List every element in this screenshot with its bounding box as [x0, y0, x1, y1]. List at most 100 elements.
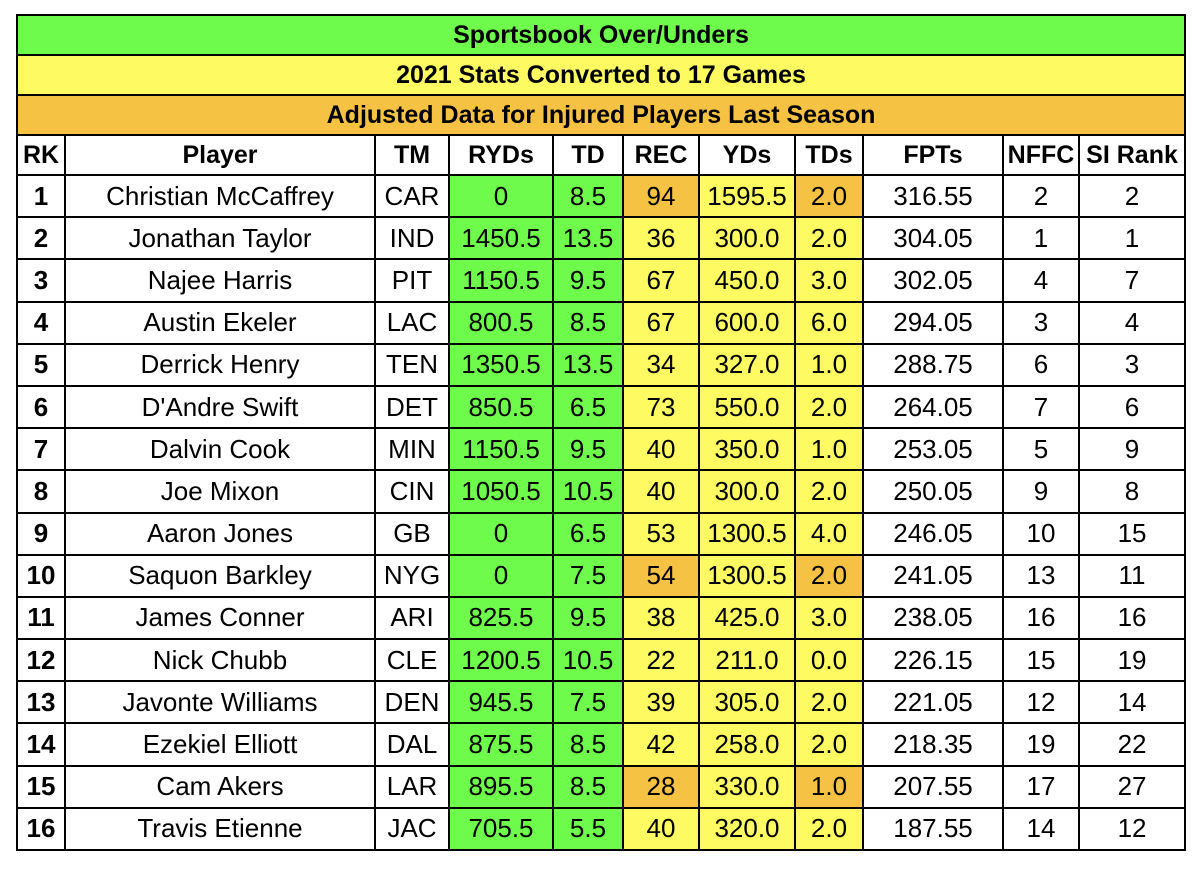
cell-rk: 10 — [16, 553, 66, 598]
cell-rk: 2 — [16, 216, 66, 261]
cell-fpts: 207.55 — [862, 764, 1004, 809]
cell-receptions: 67 — [622, 300, 700, 345]
cell-rk: 5 — [16, 342, 66, 387]
cell-si-rank: 4 — [1077, 300, 1187, 345]
cell-rush-yds: 850.5 — [448, 384, 554, 430]
table-row: 9 Aaron Jones GB 0 6.5 53 1300.5 4.0 246.05 10 15 — [16, 511, 1187, 556]
cell-rk: 15 — [16, 764, 66, 809]
cell-rush-yds: 945.5 — [448, 680, 554, 725]
col-header-rec: REC — [622, 134, 700, 176]
cell-rec-tds: 2.0 — [794, 680, 864, 725]
cell-rec-tds: 1.0 — [794, 427, 864, 472]
cell-team: GB — [374, 511, 450, 556]
cell-player: Ezekiel Elliott — [64, 722, 376, 767]
cell-team: LAC — [374, 300, 450, 345]
cell-rush-td: 9.5 — [552, 427, 624, 472]
cell-fpts: 264.05 — [862, 384, 1004, 430]
sheet-title: Sportsbook Over/Unders — [15, 14, 1187, 56]
table-row: 15 Cam Akers LAR 895.5 8.5 28 330.0 1.0 207.55 17… — [16, 764, 1187, 809]
table-row: 3 Najee Harris PIT 1150.5 9.5 67 450.0 3.0 302.0… — [16, 258, 1187, 303]
cell-team: DAL — [374, 722, 450, 767]
cell-rec-yds: 330.0 — [698, 764, 796, 809]
cell-team: CIN — [374, 469, 450, 514]
cell-team: ARI — [374, 595, 450, 641]
cell-rush-td: 6.5 — [552, 384, 624, 430]
cell-receptions: 54 — [622, 553, 700, 598]
cell-team: DET — [374, 384, 450, 430]
cell-nffc: 2 — [1002, 173, 1080, 219]
cell-si-rank: 16 — [1077, 595, 1187, 641]
cell-receptions: 36 — [622, 216, 700, 261]
cell-nffc: 17 — [1002, 764, 1080, 809]
cell-player: D'Andre Swift — [64, 384, 376, 430]
cell-receptions: 40 — [622, 806, 700, 852]
cell-rk: 9 — [16, 511, 66, 556]
cell-team: MIN — [374, 427, 450, 472]
cell-rush-td: 9.5 — [552, 595, 624, 641]
cell-player: James Conner — [64, 595, 376, 641]
cell-rk: 6 — [16, 384, 66, 430]
cell-fpts: 316.55 — [862, 173, 1004, 219]
cell-fpts: 250.05 — [862, 469, 1004, 514]
cell-rec-tds: 3.0 — [794, 595, 864, 641]
table-row: 7 Dalvin Cook MIN 1150.5 9.5 40 350.0 1.0 253.05… — [16, 427, 1187, 472]
col-header-tds: TDs — [794, 134, 864, 176]
cell-rush-td: 9.5 — [552, 258, 624, 303]
cell-rec-tds: 0.0 — [794, 638, 864, 683]
cell-team: LAR — [374, 764, 450, 809]
cell-rec-tds: 2.0 — [794, 216, 864, 261]
column-header-row: RK Player TM RYDs TD REC YDs TDs FPTs NF… — [16, 134, 1187, 176]
col-header-player: Player — [64, 134, 376, 176]
cell-nffc: 3 — [1002, 300, 1080, 345]
col-header-ryds: RYDs — [448, 134, 554, 176]
cell-player: Nick Chubb — [64, 638, 376, 683]
cell-rec-tds: 2.0 — [794, 384, 864, 430]
cell-si-rank: 9 — [1077, 427, 1187, 472]
cell-rec-tds: 4.0 — [794, 511, 864, 556]
cell-rec-tds: 2.0 — [794, 173, 864, 219]
cell-nffc: 15 — [1002, 638, 1080, 683]
cell-receptions: 38 — [622, 595, 700, 641]
table-row: 16 Travis Etienne JAC 705.5 5.5 40 320.0 2.0 187… — [16, 806, 1187, 852]
cell-nffc: 16 — [1002, 595, 1080, 641]
cell-fpts: 304.05 — [862, 216, 1004, 261]
cell-nffc: 9 — [1002, 469, 1080, 514]
cell-rush-yds: 0 — [448, 173, 554, 219]
over-unders-table: Sportsbook Over/Unders 2021 Stats Conver… — [15, 14, 1187, 852]
table-row: 5 Derrick Henry TEN 1350.5 13.5 34 327.0 1.0 288… — [16, 342, 1187, 387]
cell-rec-tds: 1.0 — [794, 764, 864, 809]
cell-receptions: 39 — [622, 680, 700, 725]
cell-rush-td: 8.5 — [552, 300, 624, 345]
table-row: 8 Joe Mixon CIN 1050.5 10.5 40 300.0 2.0 250.05 9… — [16, 469, 1187, 514]
cell-rush-yds: 825.5 — [448, 595, 554, 641]
cell-team: CLE — [374, 638, 450, 683]
cell-rec-tds: 2.0 — [794, 553, 864, 598]
cell-si-rank: 14 — [1077, 680, 1187, 725]
cell-rec-yds: 600.0 — [698, 300, 796, 345]
cell-receptions: 73 — [622, 384, 700, 430]
cell-fpts: 238.05 — [862, 595, 1004, 641]
cell-player: Saquon Barkley — [64, 553, 376, 598]
cell-team: PIT — [374, 258, 450, 303]
cell-nffc: 12 — [1002, 680, 1080, 725]
cell-rk: 11 — [16, 595, 66, 641]
table-row: 2 Jonathan Taylor IND 1450.5 13.5 36 300.0 2.0 3… — [16, 216, 1187, 261]
cell-rec-yds: 425.0 — [698, 595, 796, 641]
cell-fpts: 187.55 — [862, 806, 1004, 852]
cell-rush-td: 5.5 — [552, 806, 624, 852]
cell-rec-yds: 1300.5 — [698, 553, 796, 598]
cell-nffc: 14 — [1002, 806, 1080, 852]
cell-fpts: 253.05 — [862, 427, 1004, 472]
cell-rush-td: 10.5 — [552, 638, 624, 683]
cell-rush-yds: 1150.5 — [448, 258, 554, 303]
cell-player: Austin Ekeler — [64, 300, 376, 345]
cell-rec-yds: 350.0 — [698, 427, 796, 472]
cell-player: Travis Etienne — [64, 806, 376, 852]
cell-rush-yds: 1350.5 — [448, 342, 554, 387]
table-row: 11 James Conner ARI 825.5 9.5 38 425.0 3.0 238.0… — [16, 595, 1187, 641]
cell-nffc: 13 — [1002, 553, 1080, 598]
cell-rec-yds: 300.0 — [698, 469, 796, 514]
cell-receptions: 94 — [622, 173, 700, 219]
table-row: 12 Nick Chubb CLE 1200.5 10.5 22 211.0 0.0 226.1… — [16, 638, 1187, 683]
col-header-si-rank: SI Rank — [1077, 134, 1187, 176]
